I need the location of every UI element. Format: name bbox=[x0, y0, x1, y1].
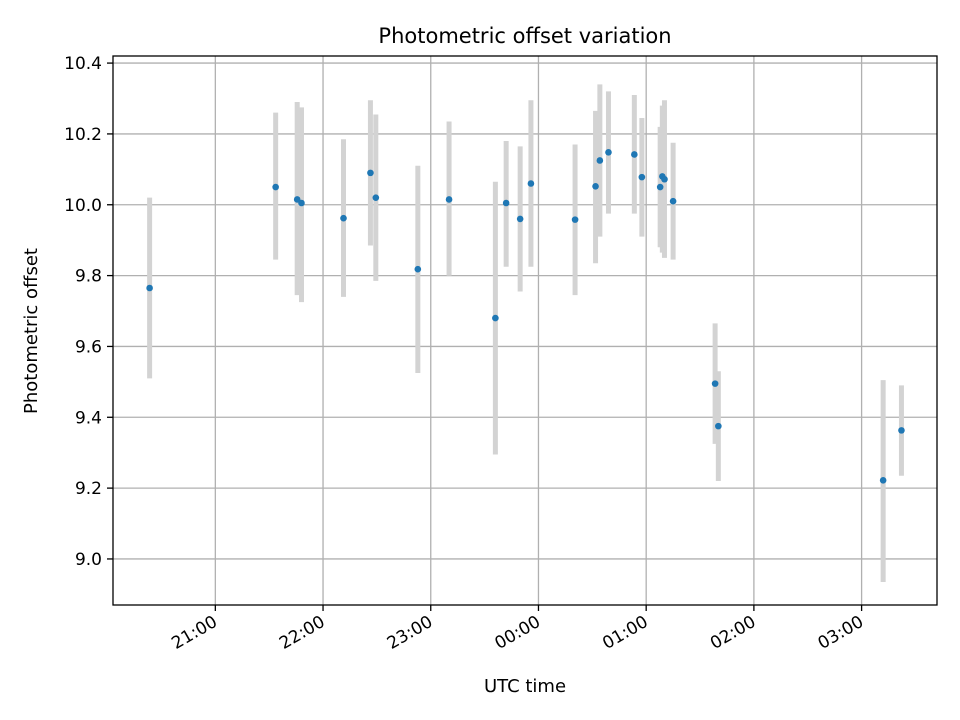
data-point bbox=[638, 173, 646, 181]
y-tick-label: 9.0 bbox=[75, 550, 102, 570]
y-tick-label: 9.2 bbox=[75, 479, 102, 499]
data-point bbox=[631, 151, 638, 158]
data-point bbox=[502, 199, 510, 207]
data-point bbox=[516, 215, 524, 223]
y-tick-label: 9.6 bbox=[75, 337, 102, 357]
x-axis-label: UTC time bbox=[484, 676, 566, 697]
y-tick-label: 9.4 bbox=[75, 408, 102, 428]
data-point bbox=[596, 157, 604, 164]
data-point bbox=[340, 214, 347, 222]
data-point bbox=[661, 175, 668, 183]
y-tick-label: 10.4 bbox=[64, 54, 102, 74]
data-point bbox=[656, 183, 664, 191]
y-tick-label: 9.8 bbox=[75, 267, 102, 287]
data-point bbox=[372, 194, 380, 201]
data-point bbox=[527, 180, 535, 187]
y-tick-label: 10.0 bbox=[64, 196, 102, 216]
data-point bbox=[605, 149, 612, 156]
data-point bbox=[146, 284, 153, 292]
y-tick-label: 10.2 bbox=[64, 125, 102, 145]
data-point bbox=[711, 380, 719, 387]
grid bbox=[113, 56, 937, 605]
data-point bbox=[445, 196, 453, 203]
data-point bbox=[367, 169, 374, 177]
data-points bbox=[146, 149, 905, 484]
data-point bbox=[414, 265, 422, 273]
y-axis-ticks: 9.0 9.2 9.4 9.6 9.8 10.0 10.2 10.4 bbox=[64, 54, 113, 570]
data-point bbox=[592, 183, 599, 190]
data-point bbox=[298, 199, 305, 207]
plot-frame bbox=[112, 55, 938, 606]
data-point bbox=[669, 197, 677, 205]
data-point bbox=[715, 422, 722, 430]
data-point bbox=[879, 477, 887, 484]
chart-title: Photometric offset variation bbox=[378, 24, 671, 48]
data-point bbox=[272, 183, 279, 191]
data-point bbox=[571, 216, 579, 223]
data-point bbox=[898, 427, 905, 434]
data-point bbox=[492, 314, 499, 322]
y-axis-label: Photometric offset bbox=[21, 248, 42, 414]
